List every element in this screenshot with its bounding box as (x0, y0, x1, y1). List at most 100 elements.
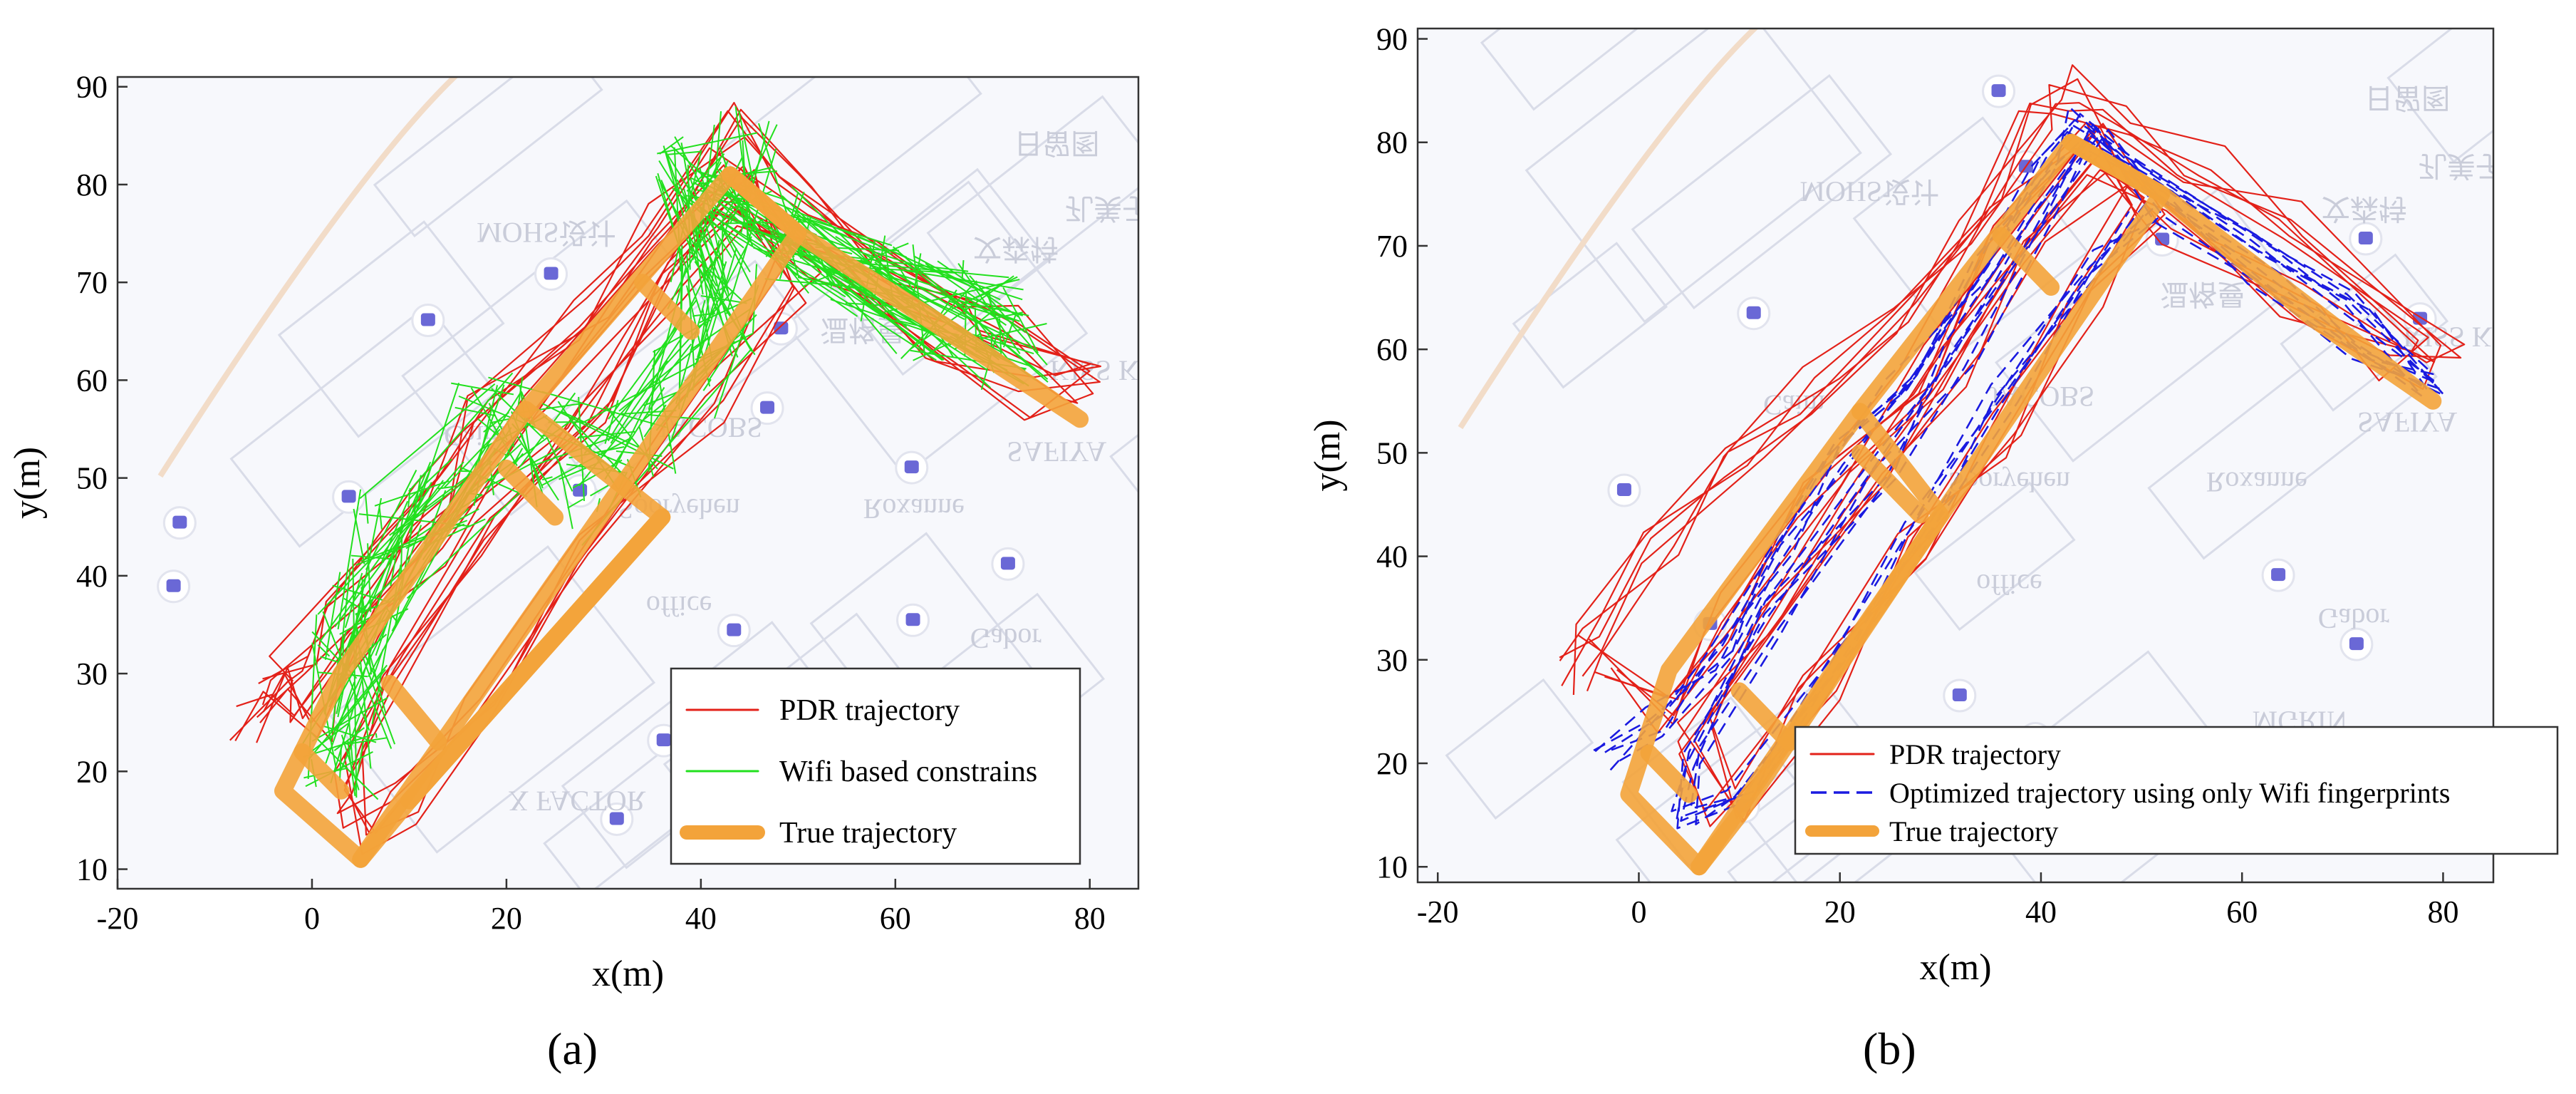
wifi-constraint-segment (643, 404, 667, 438)
x-tick-label: 60 (2226, 894, 2258, 929)
wifi-constraint-segment (474, 385, 499, 478)
wifi-constraint-segment (697, 261, 727, 358)
map-building (1109, 299, 1138, 532)
wifi-constraint-segment (543, 430, 573, 492)
wifi-constraint-segment (699, 167, 729, 296)
true-trajectory-line (1640, 744, 1698, 803)
y-tick-label: 50 (1376, 435, 1408, 470)
map-label: 日留图 (2364, 82, 2450, 114)
x-tick-label: 80 (1074, 901, 1106, 936)
legend: PDR trajectory Wifi based constrains True … (670, 667, 1081, 865)
wifi-constraint-segment (367, 543, 372, 612)
wifi-constraint-segment (344, 572, 363, 629)
map-poi-icon (2271, 568, 2286, 582)
wifi-constraint-segment (412, 490, 423, 505)
wifi-constraint-segment (913, 255, 975, 289)
wifi-constraint-segment (353, 741, 365, 790)
map-building (1631, 73, 1893, 310)
y-tick-label: 20 (76, 754, 108, 789)
wifi-constraint-segment (337, 489, 362, 630)
x-tick-label: 20 (1824, 894, 1856, 929)
true-trajectory-line (381, 674, 447, 751)
y-tick-label: 90 (1376, 22, 1408, 57)
x-tick-label: 40 (2025, 894, 2057, 929)
wifi-constraint-segment (309, 723, 349, 753)
wifi-constraint-segment (437, 486, 453, 490)
x-tick-label: 60 (880, 901, 911, 936)
y-tick-label: 60 (76, 363, 108, 398)
legend-label-wifi: Wifi based constrains (779, 755, 1037, 788)
wifi-constraint-segment (720, 223, 753, 288)
map-poi-icon (341, 490, 356, 503)
wifi-constraint-segment (714, 174, 810, 294)
wifi-constraint-segment (610, 335, 684, 444)
wifi-constraint-segment (892, 246, 1049, 383)
map-building (277, 220, 505, 438)
pdr-trajectory-line (236, 147, 1102, 829)
y-tick-label: 40 (76, 559, 108, 594)
wifi-constraint-segment (305, 750, 373, 788)
y-tick-label: 30 (76, 656, 108, 691)
wifi-constraint-segment (352, 558, 358, 798)
wifi-constraint-segment (801, 216, 893, 247)
map-building (1525, 29, 1862, 324)
map-label: Gabor (2318, 603, 2389, 635)
wifi-constraint-segment (972, 323, 1047, 342)
wifi-constraint-segment (375, 733, 378, 738)
wifi-constraint-segment (607, 307, 690, 442)
map-building (2147, 304, 2438, 560)
wifi-constraint-segment (559, 462, 573, 530)
map-label: 温格曼 (2160, 278, 2245, 310)
wifi-constraint-segment (512, 448, 524, 465)
wifi-constraint-segment (702, 378, 712, 391)
wifi-constraint-segment (489, 418, 511, 424)
wifi-constraint-segment (483, 411, 510, 433)
map-poi-icon (727, 623, 742, 636)
wifi-constraint-segment (1002, 311, 1018, 348)
map-label: X FACTOR (508, 785, 645, 817)
map-poi-icon (656, 733, 671, 747)
wifi-constraint-segment (862, 267, 957, 274)
wifi-constraint-segment (351, 649, 384, 737)
wifi-constraint-segment (657, 132, 758, 155)
legend-label-pdr: PDR trajectory (779, 694, 960, 727)
panel-label-a: (a) (547, 1023, 598, 1074)
map-poi-icon (904, 460, 919, 474)
wifi-constraint-segment (350, 554, 396, 560)
wifi-constraint-segment (986, 293, 1007, 344)
wifi-constraint-segment (653, 319, 711, 353)
wifi-constraint-segment (725, 148, 777, 314)
wifi-constraint-segment (634, 348, 753, 485)
map-label: 文森特 (2322, 193, 2407, 225)
x-tick-label: 40 (685, 901, 717, 936)
map-poi-icon (609, 812, 624, 825)
wifi-constraint-segment (364, 492, 369, 524)
axes-box (1416, 27, 2495, 884)
wifi-constraint-segment (330, 614, 383, 784)
optimized-trajectory-line (1593, 128, 2429, 812)
y-tick-label: 40 (1376, 540, 1408, 574)
true-trajectory-line (1730, 682, 1799, 751)
wifi-constraint-segment (408, 382, 460, 534)
wifi-constraint-segment (690, 178, 729, 291)
true-trajectory-line (497, 459, 564, 526)
wifi-constraint-segment (857, 235, 1001, 301)
wifi-constraint-segment (643, 391, 680, 406)
map-poi-icon (760, 401, 775, 414)
true-trajectory-line (1851, 444, 1929, 524)
map-poi-icon (1616, 483, 1631, 496)
map-building (373, 77, 603, 238)
map-poi-icon (166, 579, 181, 592)
wifi-constraint-segment (339, 722, 362, 773)
wifi-constraint-segment (957, 262, 1021, 354)
map-building (2387, 29, 2493, 163)
map-label: 孔美子 (1065, 192, 1151, 225)
wifi-constraint-segment (408, 458, 452, 500)
wifi-constraint-segment (311, 732, 379, 800)
wifi-constraint-segment (567, 498, 583, 509)
wifi-constraint-segment (702, 247, 737, 361)
map-poi-icon (2155, 232, 2170, 246)
axes-box (116, 76, 1140, 890)
map-label: 文森特 (973, 233, 1059, 265)
